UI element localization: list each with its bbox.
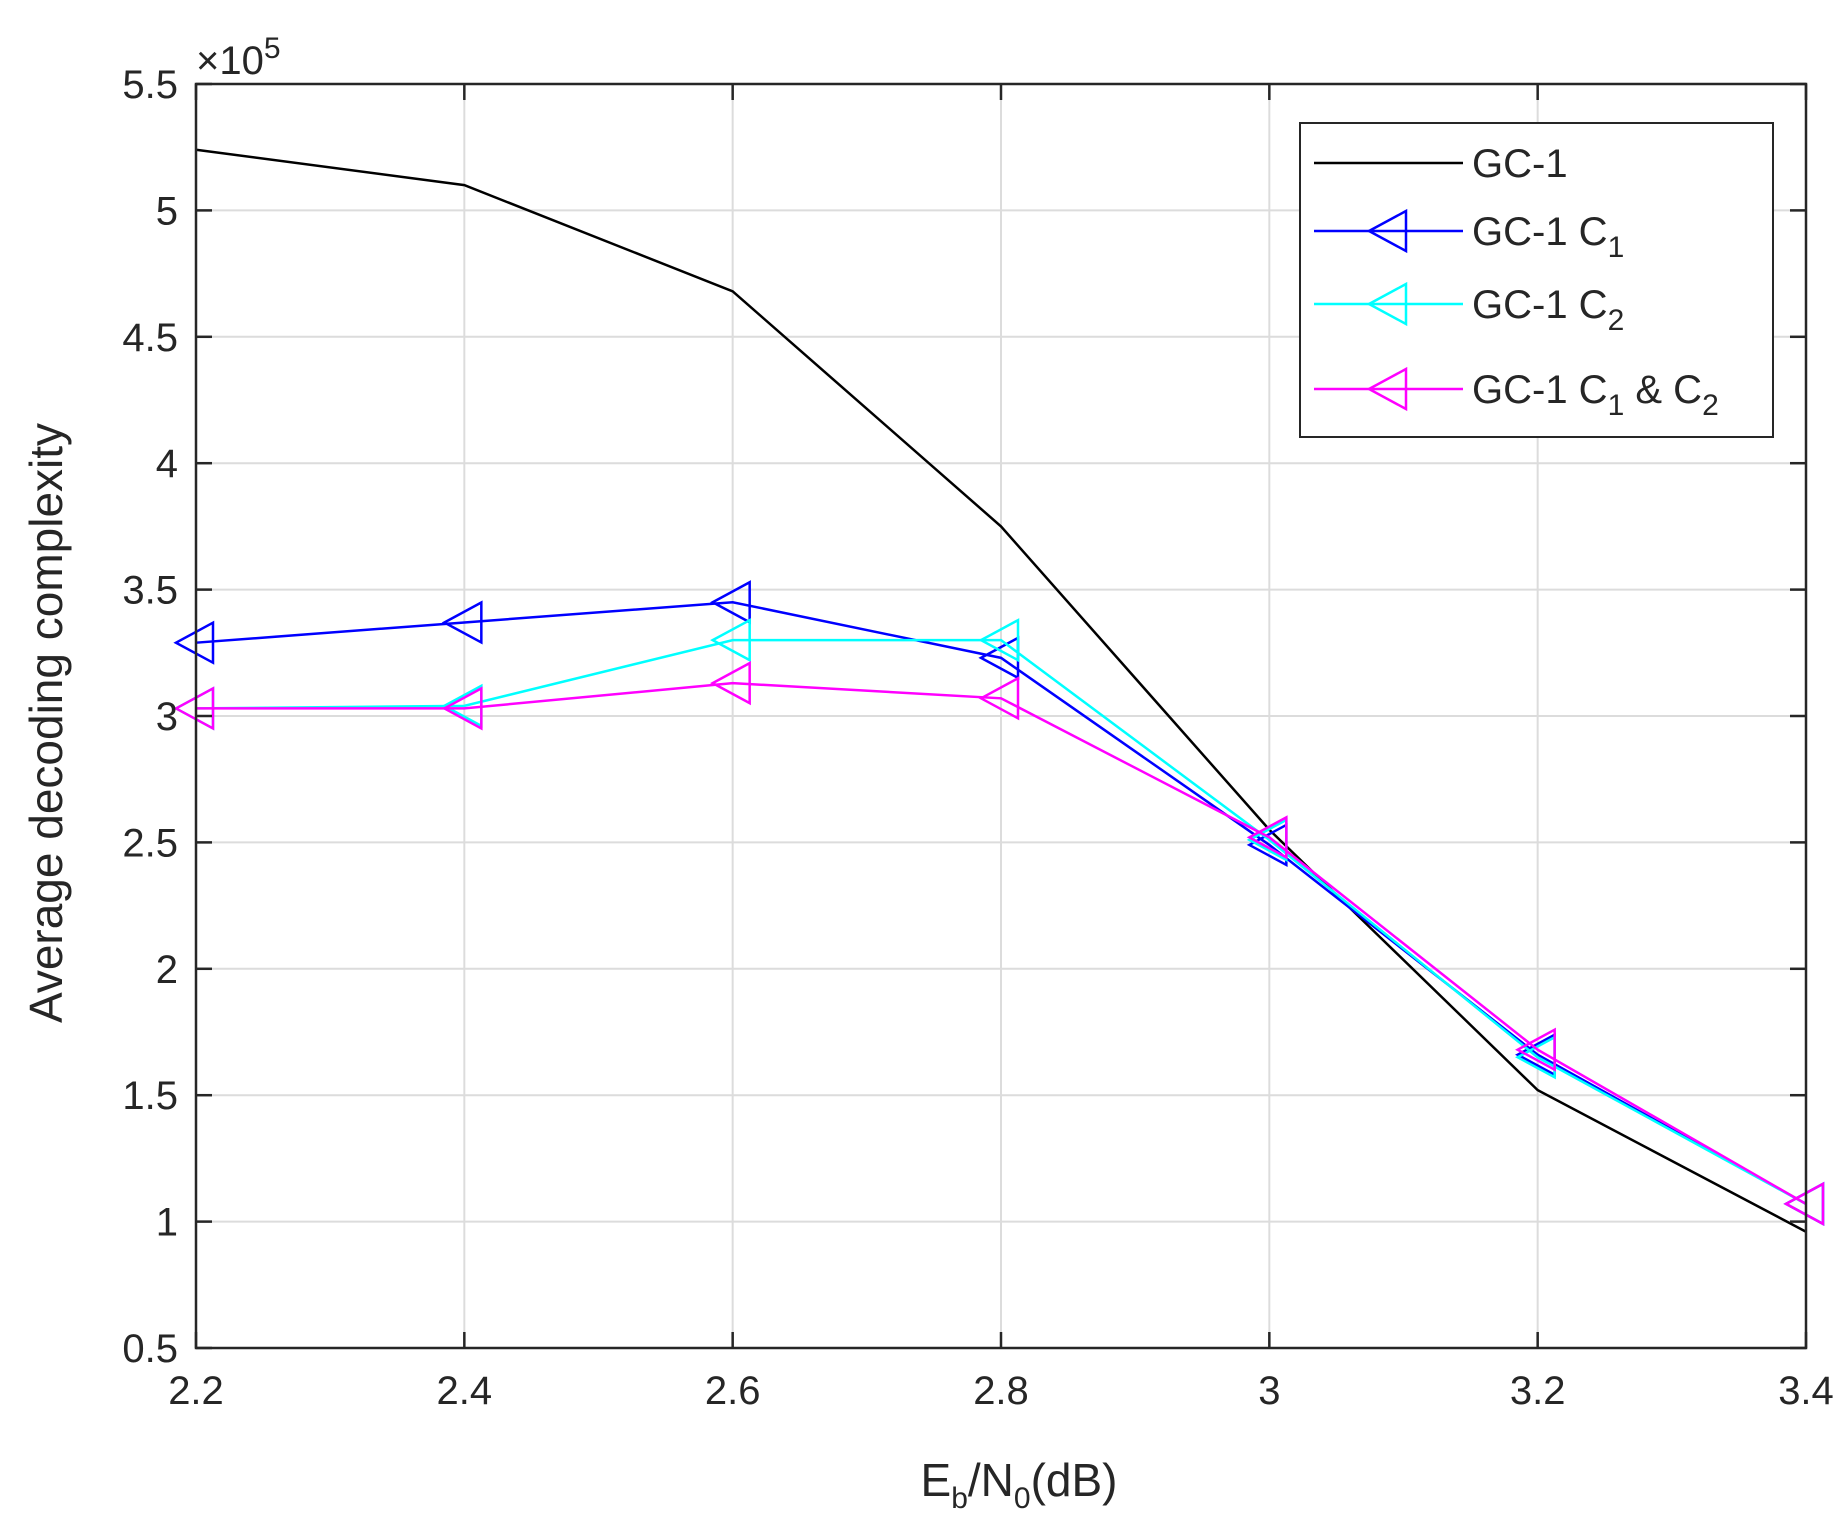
legend-marker <box>1366 366 1408 412</box>
x-tick-label: 3.2 <box>1510 1369 1566 1413</box>
legend-label: GC-1 <box>1472 142 1568 186</box>
y-multiplier-exponent: 5 <box>264 32 281 65</box>
series-line <box>195 148 1807 1233</box>
y-tick-label: 4 <box>156 442 178 486</box>
legend-label: GC-1 C2 <box>1472 283 1624 337</box>
series-line <box>196 681 1807 1205</box>
data-point-marker <box>441 686 483 731</box>
data-point-marker <box>173 686 215 731</box>
legend-label-subscript: 1 <box>1608 231 1625 264</box>
x-tick-label: 2.6 <box>705 1369 761 1413</box>
legend-label-main: GC-1 C <box>1472 368 1608 412</box>
legend-label-subscript: 1 <box>1608 389 1625 422</box>
series-3 <box>173 661 1825 1227</box>
legend-label: GC-1 C1 <box>1472 210 1624 264</box>
y-tick-label: 2.5 <box>122 821 178 865</box>
x-tick-label: 2.4 <box>437 1369 493 1413</box>
x-label-mid: /N <box>968 1454 1014 1506</box>
y-tick-label: 1.5 <box>122 1074 178 1118</box>
y-multiplier: ×105 <box>196 32 281 83</box>
data-point-marker <box>710 580 751 625</box>
axis-ticks: 2.2 2.4 2.6 2.8 3 3.2 3.4 0.5 1 1.5 2 2.5 3 3.5 4 4.5 5 5… <box>122 63 1833 1413</box>
y-tick-label: 4.5 <box>122 316 178 360</box>
y-tick-label: 0.5 <box>122 1327 178 1371</box>
plot-series <box>173 148 1825 1233</box>
data-point-marker <box>1246 815 1288 860</box>
x-label-sub1: b <box>951 1482 968 1515</box>
legend-label: GC-1 C1 & C2 <box>1472 368 1719 422</box>
series-line <box>195 638 1807 1206</box>
legend-entry-3: GC-1 C1 & C2 <box>1314 366 1719 422</box>
legend-entry-0: GC-1 <box>1314 142 1568 186</box>
legend-label-text: & C <box>1624 368 1702 412</box>
y-tick-label: 1 <box>156 1201 178 1245</box>
y-tick-label: 3 <box>156 695 178 739</box>
data-point-marker <box>173 620 215 665</box>
legend-entry-1: GC-1 C1 <box>1314 208 1624 264</box>
legend-marker <box>1366 208 1408 254</box>
series-line <box>195 600 1807 1205</box>
data-point-marker <box>1783 1181 1825 1227</box>
legend-label-subscript: 2 <box>1608 304 1625 337</box>
y-axis-label: Average decoding complexity <box>20 423 72 1023</box>
y-tick-label: 5 <box>156 189 178 233</box>
data-point-marker <box>978 676 1020 721</box>
data-point-marker <box>1515 1027 1556 1072</box>
y-tick-label: 2 <box>156 948 178 992</box>
y-tick-label: 5.5 <box>122 63 178 107</box>
data-point-marker <box>978 618 1020 663</box>
y-tick-label: 3.5 <box>122 569 178 613</box>
x-tick-label: 3 <box>1258 1369 1280 1413</box>
x-axis-label: Eb/N0(dB) <box>921 1454 1118 1515</box>
legend-marker <box>1366 281 1408 327</box>
series-0 <box>195 148 1807 1233</box>
legend-label-main: GC-1 C <box>1472 210 1608 254</box>
x-label-tail: (dB) <box>1031 1454 1118 1506</box>
data-point-marker <box>710 661 751 706</box>
legend-label-main: GC-1 <box>1472 142 1568 186</box>
x-tick-label: 3.4 <box>1778 1369 1834 1413</box>
data-point-marker <box>710 618 751 663</box>
legend-label-main: GC-1 C <box>1472 283 1608 327</box>
legend-entry-2: GC-1 C2 <box>1314 281 1624 337</box>
data-point-marker <box>441 600 483 645</box>
x-tick-label: 2.2 <box>168 1369 224 1413</box>
x-label-sub2: 0 <box>1014 1482 1031 1515</box>
x-label-main: E <box>921 1454 952 1506</box>
y-multiplier-prefix: ×10 <box>196 39 264 83</box>
legend-label-subscript: 2 <box>1702 389 1719 422</box>
x-tick-label: 2.8 <box>973 1369 1029 1413</box>
